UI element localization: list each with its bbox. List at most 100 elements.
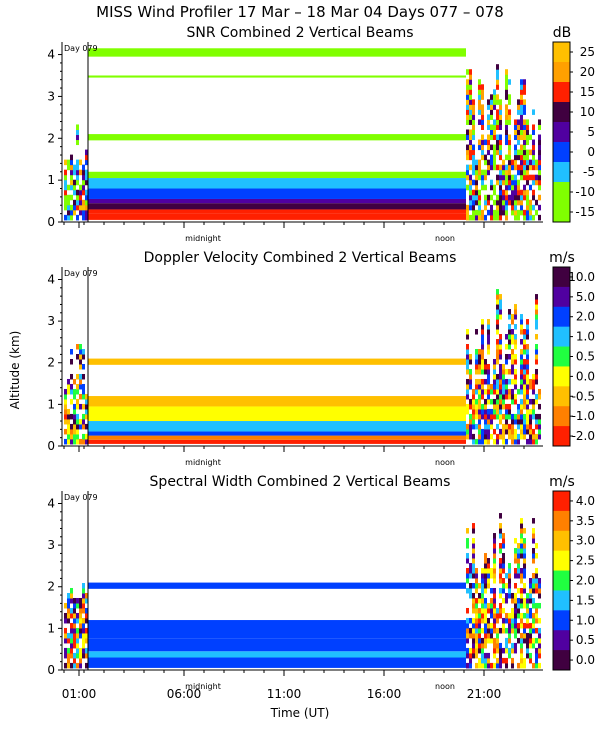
data-cell	[85, 617, 88, 624]
data-cell	[505, 199, 508, 206]
data-cell	[469, 139, 472, 146]
data-cell	[523, 428, 526, 435]
data-cell	[70, 652, 73, 659]
data-cell	[508, 393, 511, 400]
data-cell	[472, 558, 475, 564]
colorbar-label: 0	[587, 145, 595, 159]
data-cell	[64, 408, 67, 415]
data-cell	[499, 558, 502, 564]
data-cell	[502, 159, 505, 166]
data-cell	[73, 652, 76, 659]
data-cell	[481, 354, 484, 360]
data-cell	[481, 179, 484, 186]
y-tick-label: 2	[47, 131, 55, 145]
data-cell	[532, 174, 535, 181]
data-cell	[538, 169, 541, 176]
data-cell	[490, 154, 493, 161]
data-cell	[478, 189, 481, 196]
colorbar-label: 0.5	[576, 633, 595, 647]
data-cell	[487, 99, 490, 105]
data-cell	[466, 84, 469, 90]
data-cell	[514, 612, 517, 619]
data-cell	[538, 403, 541, 410]
data-cell	[523, 134, 526, 141]
data-cell	[469, 69, 472, 75]
data-cell	[514, 438, 517, 445]
data-cell	[469, 398, 472, 405]
data-cell	[505, 383, 508, 390]
data-cell	[520, 647, 523, 654]
data-cell	[472, 134, 475, 141]
data-cell	[538, 214, 541, 221]
data-cell	[469, 74, 472, 80]
data-cell	[505, 642, 508, 649]
data-cell	[514, 617, 517, 624]
data-cell	[520, 543, 523, 549]
data-cell	[499, 154, 502, 161]
data-cell	[487, 349, 490, 355]
data-band	[88, 406, 466, 422]
data-cell	[82, 627, 85, 634]
data-cell	[508, 587, 511, 594]
data-cell	[73, 607, 76, 614]
data-cell	[70, 159, 73, 166]
data-cell	[535, 174, 538, 181]
data-cell	[478, 94, 481, 100]
data-cell	[514, 607, 517, 614]
data-cell	[520, 134, 523, 141]
data-cell	[478, 104, 481, 110]
data-cell	[511, 209, 514, 216]
data-cell	[532, 109, 535, 115]
data-cell	[496, 124, 499, 130]
data-cell	[484, 418, 487, 425]
data-cell	[523, 329, 526, 335]
data-cell	[481, 154, 484, 161]
data-cell	[469, 134, 472, 141]
data-cell	[76, 433, 79, 440]
colorbar-label: 3.0	[576, 534, 595, 548]
data-cell	[481, 169, 484, 176]
data-cell	[472, 214, 475, 221]
data-cell	[514, 413, 517, 420]
data-cell	[511, 433, 514, 440]
data-cell	[526, 119, 529, 125]
data-cell	[487, 657, 490, 664]
data-cell	[508, 408, 511, 415]
data-cell	[508, 582, 511, 589]
data-cell	[472, 398, 475, 405]
y-tick-label: 4	[47, 48, 55, 62]
data-cell	[70, 194, 73, 201]
data-cell	[505, 204, 508, 211]
data-cell	[472, 403, 475, 410]
data-cell	[538, 423, 541, 430]
data-cell	[517, 388, 520, 395]
data-cell	[67, 637, 70, 644]
data-cell	[526, 647, 529, 654]
data-cell	[493, 533, 496, 539]
data-cell	[490, 184, 493, 191]
data-cell	[64, 204, 67, 211]
data-cell	[526, 159, 529, 166]
data-cell	[499, 578, 502, 584]
data-cell	[85, 637, 88, 644]
data-cell	[520, 398, 523, 405]
data-cell	[484, 627, 487, 634]
data-cell	[484, 159, 487, 166]
data-cell	[517, 164, 520, 171]
data-cell	[508, 433, 511, 440]
data-cell	[520, 637, 523, 644]
data-band	[88, 620, 466, 639]
data-cell	[466, 204, 469, 211]
data-cell	[508, 109, 511, 115]
data-cell	[505, 627, 508, 634]
data-cell	[472, 602, 475, 609]
data-cell	[82, 179, 85, 186]
data-cell	[484, 597, 487, 604]
data-cell	[496, 309, 499, 315]
data-cell	[514, 314, 517, 320]
data-cell	[82, 632, 85, 639]
data-cell	[484, 563, 487, 569]
data-cell	[67, 388, 70, 395]
data-cell	[523, 538, 526, 544]
data-cell	[478, 164, 481, 171]
